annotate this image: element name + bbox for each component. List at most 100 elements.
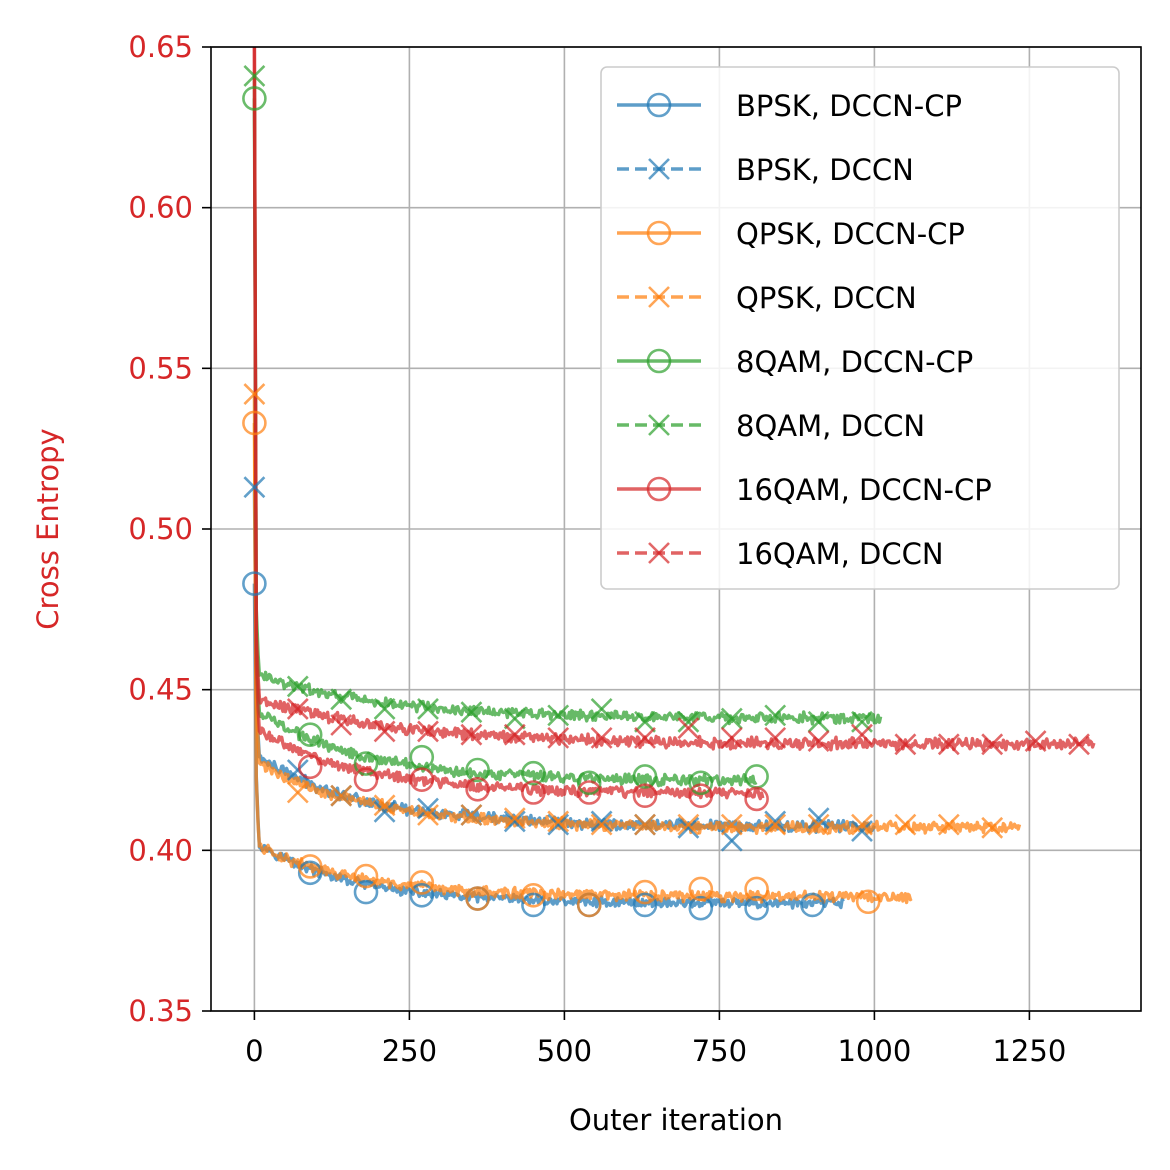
- x-marker: [764, 726, 787, 749]
- circle-marker: [688, 876, 714, 902]
- circle-marker: [576, 780, 602, 805]
- x-marker: [243, 476, 266, 499]
- x-marker: [807, 710, 830, 733]
- x-marker: [460, 723, 483, 746]
- x-marker: [634, 813, 656, 836]
- legend-item: 8QAM, DCCN: [617, 409, 925, 443]
- x-marker: [851, 813, 873, 836]
- legend-label: QPSK, DCCN: [736, 281, 917, 315]
- x-marker: [1068, 733, 1090, 756]
- circle-marker: [521, 883, 546, 908]
- x-marker: [547, 813, 570, 836]
- circle-marker: [632, 783, 658, 809]
- circle-marker: [521, 892, 546, 918]
- circle-marker: [409, 767, 435, 792]
- series-line: [252, 98, 758, 788]
- legend-box: [600, 66, 1120, 590]
- x-marker: [851, 723, 873, 746]
- x-marker: [503, 723, 526, 746]
- x-marker: [1024, 730, 1047, 752]
- circle-marker: [297, 854, 323, 879]
- x-marker: [417, 698, 439, 720]
- x-marker: [720, 813, 743, 836]
- legend-circle-marker: [646, 348, 672, 374]
- legend-item: QPSK, DCCN-CP: [617, 217, 965, 251]
- x-marker: [417, 720, 439, 743]
- y-tick-label: 0.65: [128, 30, 193, 64]
- x-marker: [894, 813, 917, 836]
- x-marker: [851, 820, 873, 842]
- x-marker: [894, 733, 917, 756]
- circle-marker: [353, 751, 379, 776]
- x-marker: [981, 816, 1004, 839]
- x-marker: [590, 813, 613, 836]
- x-marker: [243, 65, 266, 87]
- circle-marker: [465, 886, 490, 911]
- circle-marker: [242, 86, 267, 111]
- x-axis-label: Outer iteration: [569, 1103, 783, 1137]
- legend-label: QPSK, DCCN-CP: [736, 217, 965, 251]
- circle-marker: [521, 760, 546, 786]
- x-marker: [590, 726, 613, 749]
- circle-marker: [465, 757, 490, 783]
- x-marker: [590, 810, 613, 833]
- axis-ticks: 0 250 500 750 1000 1250 0.35 0.40 0.45 0.50 0.55 0.…: [128, 30, 1066, 1068]
- x-marker: [720, 726, 743, 749]
- circle-marker: [632, 764, 658, 789]
- y-tick-label: 0.50: [128, 512, 193, 546]
- circle-marker: [688, 783, 714, 809]
- x-marker: [677, 717, 700, 740]
- x-marker: [807, 807, 830, 830]
- x-marker: [503, 707, 526, 730]
- x-marker: [937, 733, 960, 756]
- circle-marker: [353, 863, 379, 889]
- circle-marker: [521, 780, 546, 805]
- series-markers: [242, 65, 1090, 921]
- circle-marker: [744, 895, 769, 921]
- legend-item: QPSK, DCCN: [617, 281, 917, 315]
- x-marker: [807, 730, 830, 752]
- x-marker: [590, 698, 613, 720]
- legend-circle-marker: [646, 92, 672, 118]
- circle-marker: [297, 754, 323, 780]
- x-marker: [330, 714, 353, 736]
- legend-item: 8QAM, DCCN-CP: [617, 345, 973, 379]
- circle-marker: [744, 876, 769, 902]
- x-marker: [417, 804, 439, 826]
- x-marker: [634, 726, 656, 749]
- x-marker: [937, 813, 960, 836]
- y-tick-label: 0.60: [128, 191, 193, 225]
- circle-marker: [242, 571, 267, 596]
- x-marker: [243, 383, 266, 405]
- x-marker: [460, 701, 483, 724]
- x-marker: [330, 688, 353, 711]
- x-tick-label: 0: [245, 1034, 263, 1068]
- circle-marker: [465, 776, 490, 802]
- x-marker: [373, 720, 396, 743]
- x-marker: [547, 810, 570, 833]
- x-marker: [764, 813, 787, 836]
- legend-label: 8QAM, DCCN-CP: [736, 345, 973, 379]
- x-marker: [286, 781, 309, 804]
- x-marker: [330, 784, 353, 807]
- y-axis-label: Cross Entropy: [31, 428, 65, 629]
- circle-marker: [353, 879, 379, 905]
- x-marker: [807, 813, 830, 836]
- x-marker: [417, 797, 439, 820]
- x-tick-label: 1250: [992, 1034, 1066, 1068]
- x-marker: [373, 794, 396, 817]
- legend-circle-marker: [646, 220, 672, 246]
- series-line: [252, 46, 765, 801]
- x-tick-label: 250: [382, 1034, 437, 1068]
- x-marker: [286, 675, 309, 698]
- legend: BPSK, DCCN-CP BPSK, DCCN QPSK, DCCN-CP QPSK…: [600, 66, 1120, 590]
- x-marker: [373, 698, 396, 720]
- legend-item: BPSK, DCCN-CP: [617, 89, 962, 123]
- y-tick-label: 0.45: [128, 673, 193, 707]
- y-tick-label: 0.55: [128, 351, 193, 385]
- x-tick-label: 500: [537, 1034, 592, 1068]
- x-marker: [547, 726, 570, 749]
- circle-marker: [242, 410, 267, 436]
- legend-x-marker: [648, 158, 670, 180]
